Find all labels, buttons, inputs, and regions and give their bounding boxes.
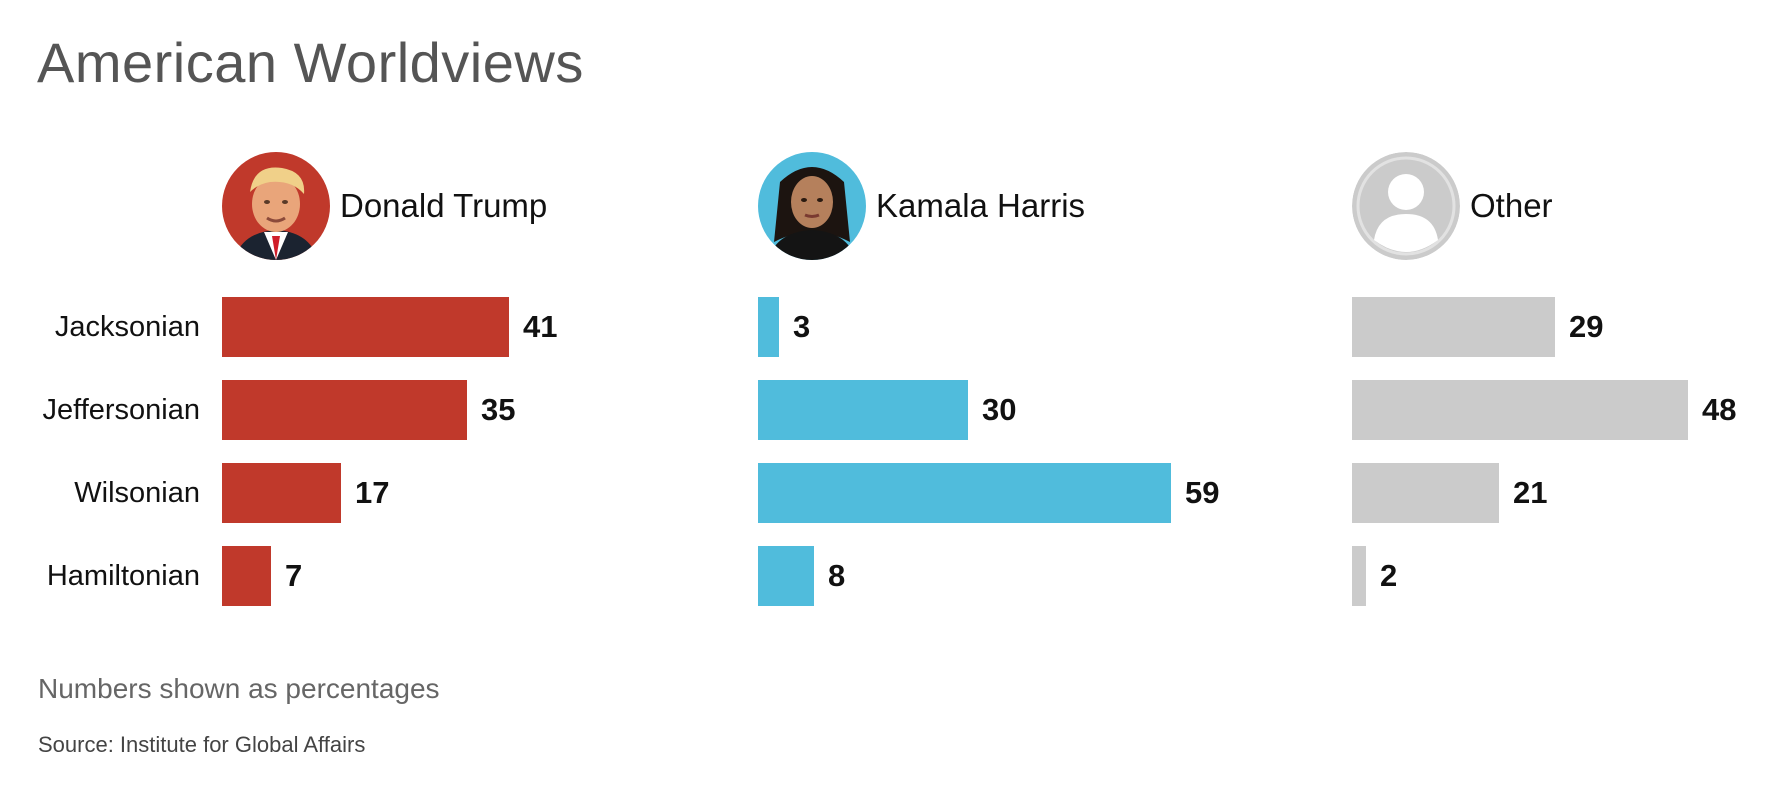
data-label: 30: [982, 392, 1017, 427]
bar-row-jacksonian: 3: [758, 297, 1278, 357]
harris-photo-icon: [758, 152, 866, 260]
data-label: 41: [523, 309, 558, 344]
bar-row-jacksonian: 41: [222, 297, 742, 357]
data-label: 7: [285, 558, 303, 593]
category-label: Jacksonian: [54, 311, 200, 343]
data-label: 29: [1569, 309, 1604, 344]
data-label: 48: [1702, 392, 1737, 427]
category-label: Jeffersonian: [42, 394, 200, 426]
bar: [1352, 463, 1499, 523]
bar-row-jeffersonian: 48: [1352, 380, 1775, 440]
panel-harris: Kamala Harris 3 30 59 8: [758, 150, 1278, 620]
data-label: 3: [793, 309, 811, 344]
bar: [222, 297, 509, 357]
panel-header: Donald Trump: [222, 150, 547, 262]
bar-row-jeffersonian: 30: [758, 380, 1278, 440]
bar-row-wilsonian: 17: [222, 463, 742, 523]
category-label: Hamiltonian: [46, 560, 200, 592]
panel-trump: Donald Trump 41 35 17 7: [222, 150, 742, 620]
bar: [1352, 380, 1688, 440]
panel-header: Kamala Harris: [758, 150, 1085, 262]
bar-row-hamiltonian: 7: [222, 546, 742, 606]
chart-note: Numbers shown as percentages: [38, 673, 440, 704]
generic-person-icon: [1352, 152, 1460, 260]
bar-row-wilsonian: 21: [1352, 463, 1775, 523]
bar-row-jeffersonian: 35: [222, 380, 742, 440]
bar-row-jacksonian: 29: [1352, 297, 1775, 357]
bar: [1352, 297, 1555, 357]
data-label: 21: [1513, 475, 1548, 510]
bar: [758, 546, 814, 606]
bar: [222, 546, 271, 606]
bar-row-hamiltonian: 2: [1352, 546, 1775, 606]
candidate-name: Donald Trump: [340, 187, 548, 224]
panel-other: Other 29 48 21 2: [1352, 150, 1775, 620]
trump-photo-icon: [222, 152, 330, 260]
panel-header: Other: [1352, 150, 1553, 262]
bar: [222, 380, 467, 440]
data-label: 8: [828, 558, 846, 593]
bar-row-wilsonian: 59: [758, 463, 1278, 523]
data-label: 59: [1185, 475, 1220, 510]
data-label: 2: [1380, 558, 1398, 593]
chart-title: American Worldviews: [37, 31, 584, 94]
bar: [758, 463, 1171, 523]
bar: [1352, 546, 1366, 606]
bar-row-hamiltonian: 8: [758, 546, 1278, 606]
chart-source: Source: Institute for Global Affairs: [38, 732, 366, 757]
bar: [758, 297, 779, 357]
category-label: Wilsonian: [74, 477, 200, 509]
bar: [758, 380, 968, 440]
candidate-name: Other: [1470, 187, 1553, 224]
data-label: 35: [481, 392, 516, 427]
bar: [222, 463, 341, 523]
candidate-name: Kamala Harris: [876, 187, 1086, 224]
data-label: 17: [355, 475, 390, 510]
